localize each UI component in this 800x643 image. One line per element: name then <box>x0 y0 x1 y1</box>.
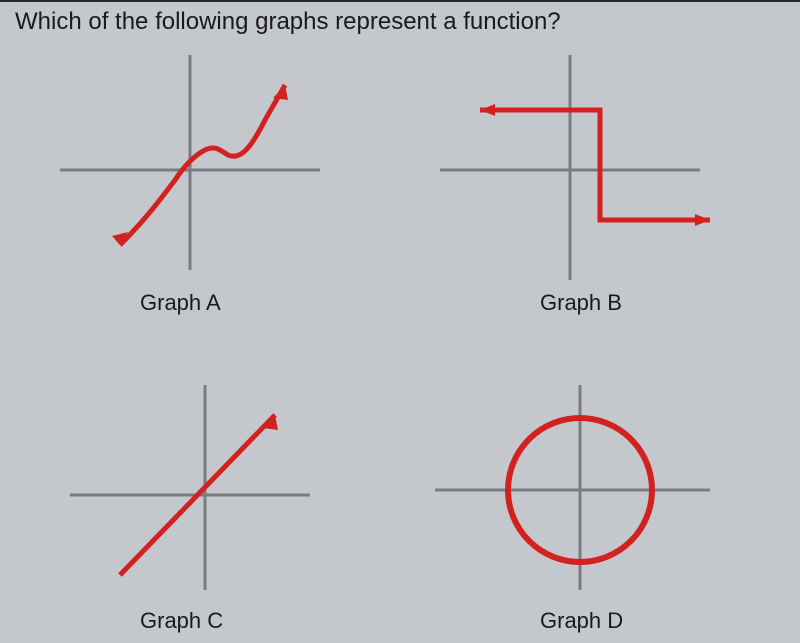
graph-b-arrow-start <box>480 104 495 116</box>
graph-d-container <box>430 380 730 630</box>
graph-a-label: Graph A <box>140 290 221 316</box>
graph-d-svg <box>430 380 730 600</box>
graph-b-arrow-end <box>695 214 710 226</box>
graph-b-curve <box>480 110 710 220</box>
graph-d-label: Graph D <box>540 608 623 634</box>
graph-a-curve <box>120 85 285 245</box>
graph-c-svg <box>50 380 350 600</box>
graph-b-svg <box>430 50 730 290</box>
top-border <box>0 0 800 2</box>
question-text: Which of the following graphs represent … <box>15 8 561 36</box>
graph-c-label: Graph C <box>140 608 223 634</box>
graph-b-container <box>430 50 730 330</box>
graph-c-container <box>50 380 350 630</box>
graph-a-svg <box>50 50 350 290</box>
graph-b-label: Graph B <box>540 290 622 316</box>
graph-a-container <box>50 50 350 330</box>
